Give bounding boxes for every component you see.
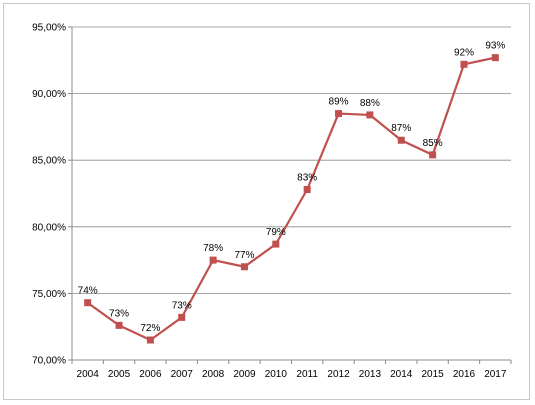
data-point-2005 [115,321,123,329]
series-line-0 [87,56,496,342]
data-point-2016 [460,60,468,68]
data-label-2004: 74% [78,286,98,297]
data-point-2008 [209,256,217,264]
data-label-2010: 79% [266,227,286,238]
x-tick-label: 2007 [171,369,194,380]
data-point-2012 [335,110,343,118]
x-tick-label: 2010 [265,369,288,380]
x-tick-label: 2008 [202,369,225,380]
x-tick-label: 2015 [421,369,444,380]
x-tick-label: 2013 [359,369,382,380]
data-point-2007 [178,313,186,321]
data-label-2016: 92% [454,47,474,58]
data-label-2015: 85% [423,138,443,149]
series-line [87,56,496,342]
x-tick-label: 2012 [327,369,350,380]
x-tick-label: 2006 [139,369,162,380]
gridlines [72,26,511,294]
y-tick-label: 95,00% [32,23,66,34]
data-label-2011: 83% [297,173,317,184]
data-point-2010 [272,240,280,248]
data-label-2005: 73% [109,308,129,319]
data-point-2004 [84,299,92,307]
data-point-2013 [366,111,374,119]
y-tick-label: 85,00% [32,156,66,167]
data-label-2013: 88% [360,98,380,109]
series-markers [84,54,499,344]
axes [68,26,512,364]
chart-frame [3,3,530,400]
y-tick-labels: 70,00% 75,00% 80,00% 85,00% 90,00% 95,00% [32,23,66,367]
y-tick-label: 75,00% [32,289,66,300]
x-tick-label: 2009 [233,369,256,380]
data-point-2015 [429,151,437,159]
x-tick-label: 2014 [390,369,413,380]
data-label-2014: 87% [391,123,411,134]
y-tick-label: 90,00% [32,89,66,100]
x-tick-label: 2005 [108,369,131,380]
data-label-2009: 77% [234,250,254,261]
y-tick-label: 80,00% [32,222,66,233]
x-tick-label: 2004 [77,369,100,380]
data-labels: 74% 73% 72% 73% 78% 77% 79% 83% 89% 88% 87% 85% 92% 9… [78,41,506,334]
x-tick-label: 2011 [296,369,318,380]
data-label-2008: 78% [203,243,223,254]
data-point-2017 [491,54,499,62]
x-tick-label: 2017 [484,369,507,380]
data-point-2014 [397,136,405,144]
data-label-2006: 72% [140,323,160,334]
data-point-2006 [146,336,154,344]
data-label-2017: 93% [485,41,505,52]
data-label-2007: 73% [172,300,192,311]
x-tick-label: 2016 [453,369,476,380]
data-label-2012: 89% [329,97,349,108]
data-point-2011 [303,186,311,194]
y-tick-label: 70,00% [32,356,66,367]
data-point-2009 [240,263,248,271]
x-tick-labels: 2004 2005 2006 2007 2008 2009 2010 2011 2012 2013… [77,369,507,380]
